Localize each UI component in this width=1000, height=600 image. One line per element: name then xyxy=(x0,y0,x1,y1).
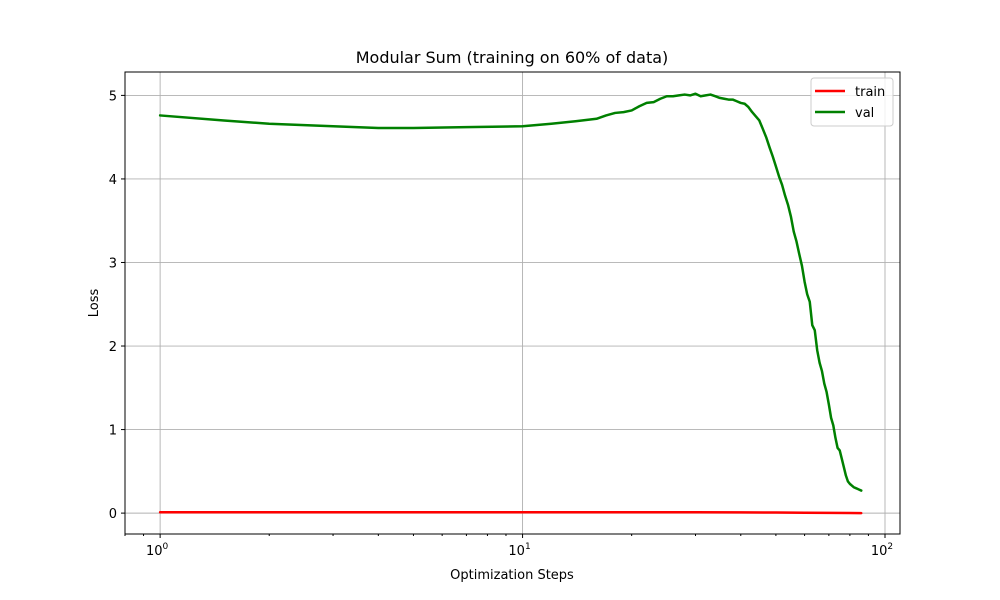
legend: train val xyxy=(810,77,894,127)
y-tick-label: 1 xyxy=(109,424,117,439)
x-axis-label: Optimization Steps xyxy=(450,568,574,583)
x-tick-label: 101 xyxy=(508,542,530,559)
y-tick-label: 2 xyxy=(109,340,117,355)
x-tick-label: 102 xyxy=(871,542,893,559)
y-tick-label: 4 xyxy=(109,173,117,188)
y-axis-label: Loss xyxy=(87,289,102,318)
series-line-val xyxy=(158,92,863,492)
series-layer xyxy=(158,92,863,515)
y-tick-label: 5 xyxy=(109,89,117,104)
series-line-train xyxy=(158,511,863,515)
x-tick-label: 100 xyxy=(146,542,169,559)
plot-frame xyxy=(124,71,901,535)
legend-label-val: val xyxy=(855,106,874,121)
y-tick-label: 0 xyxy=(109,507,117,522)
tick-layer: 100 101 102 0 1 2 3 4 5 xyxy=(109,89,893,559)
y-tick-label: 3 xyxy=(109,256,117,271)
legend-label-train: train xyxy=(855,85,885,100)
chart-title: Modular Sum (training on 60% of data) xyxy=(356,48,669,67)
